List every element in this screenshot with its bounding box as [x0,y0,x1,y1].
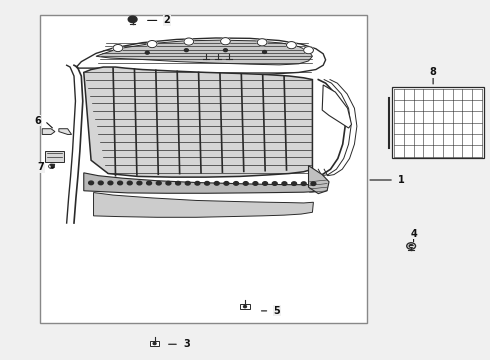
Circle shape [304,46,314,54]
Circle shape [127,181,132,185]
Polygon shape [322,85,351,128]
Circle shape [146,51,149,54]
Bar [45,151,64,162]
Circle shape [301,182,306,185]
Circle shape [175,181,180,185]
Polygon shape [309,166,329,194]
Circle shape [220,38,230,45]
Text: 1: 1 [398,175,405,185]
Circle shape [185,181,190,185]
Circle shape [282,182,287,185]
Text: 7: 7 [37,162,44,172]
Circle shape [263,182,268,185]
Circle shape [253,182,258,185]
Circle shape [409,244,413,247]
Circle shape [128,16,137,23]
Circle shape [214,181,219,185]
Circle shape [234,181,239,185]
Polygon shape [76,38,326,75]
Circle shape [311,182,316,185]
Circle shape [98,181,103,185]
Circle shape [272,182,277,185]
Polygon shape [42,129,55,134]
Polygon shape [59,129,72,134]
Circle shape [184,38,194,45]
Circle shape [292,182,296,185]
Text: 3: 3 [183,339,190,349]
Circle shape [223,49,227,51]
Polygon shape [94,193,314,217]
Bar [40,15,367,323]
Text: 6: 6 [34,116,41,126]
Circle shape [153,342,156,345]
Text: 5: 5 [273,306,280,316]
Circle shape [147,41,157,48]
Circle shape [263,50,267,53]
Circle shape [166,181,171,185]
Text: 4: 4 [410,229,417,239]
Circle shape [224,181,229,185]
Circle shape [118,181,122,185]
Circle shape [205,181,210,185]
Bar [392,87,485,158]
Text: 8: 8 [430,67,437,77]
Circle shape [113,44,123,51]
Text: 2: 2 [164,15,170,26]
Polygon shape [96,40,313,65]
Circle shape [89,181,94,185]
Circle shape [147,181,151,185]
Circle shape [137,181,142,185]
Circle shape [257,39,267,46]
Circle shape [108,181,113,185]
Circle shape [244,306,246,308]
Circle shape [195,181,200,185]
Circle shape [287,41,296,49]
Polygon shape [84,173,321,193]
Circle shape [156,181,161,185]
Bar [150,341,159,346]
Circle shape [244,182,248,185]
Circle shape [184,49,188,51]
Polygon shape [84,67,313,177]
Bar [240,304,250,310]
